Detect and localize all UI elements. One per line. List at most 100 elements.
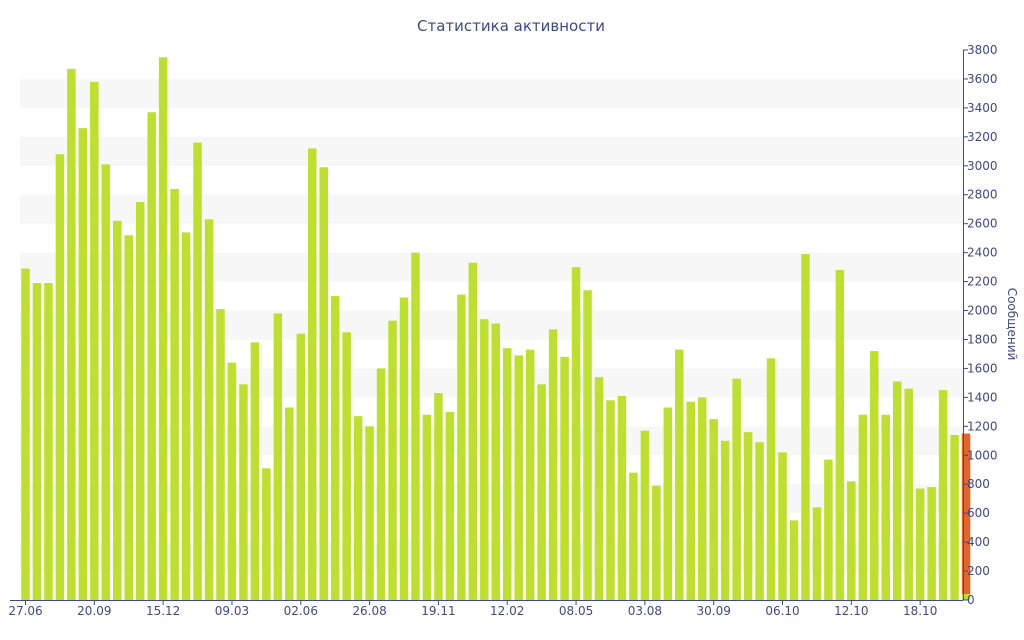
bar xyxy=(938,390,948,600)
bar xyxy=(147,112,156,601)
bar xyxy=(514,355,523,600)
bar xyxy=(686,401,696,600)
y-tick-label: 1800 xyxy=(967,332,998,346)
bar xyxy=(296,333,306,600)
y-tick-label: 3200 xyxy=(967,130,998,144)
y-tick-label: 0 xyxy=(967,593,975,607)
bar xyxy=(502,348,512,600)
bar xyxy=(743,432,753,600)
y-tick-label: 2800 xyxy=(967,188,998,202)
bar xyxy=(170,188,179,600)
bar xyxy=(571,267,581,600)
y-tick-label: 2200 xyxy=(967,275,998,289)
bar xyxy=(445,411,455,600)
bars xyxy=(21,57,971,601)
bar xyxy=(870,351,879,600)
bar xyxy=(422,414,432,600)
bar xyxy=(468,262,478,600)
x-tick-label: 09.03 xyxy=(215,604,249,618)
bar xyxy=(388,320,397,600)
bar xyxy=(204,219,214,600)
x-tick-label: 02.06 xyxy=(284,604,318,618)
bar xyxy=(101,164,111,600)
y-tick-label: 3000 xyxy=(967,159,998,173)
bar xyxy=(583,290,592,600)
bar xyxy=(353,416,363,600)
bar xyxy=(250,342,260,600)
x-tick-label: 08.05 xyxy=(559,604,593,618)
bar xyxy=(675,349,684,600)
bar xyxy=(824,459,833,600)
bar xyxy=(319,167,328,601)
y-tick-label: 1200 xyxy=(967,419,998,433)
bar xyxy=(663,407,673,600)
y-tick-label: 3600 xyxy=(967,72,998,86)
bar xyxy=(365,426,374,600)
x-tick-label: 15.12 xyxy=(146,604,180,618)
bar xyxy=(950,435,959,600)
bar xyxy=(78,128,88,600)
x-tick-label: 26.08 xyxy=(352,604,386,618)
bar xyxy=(67,68,76,600)
x-tick-label: 27.06 xyxy=(8,604,42,618)
bar xyxy=(21,268,30,600)
bar xyxy=(216,309,225,600)
x-tick-label: 12.10 xyxy=(834,604,868,618)
y-tick-label: 1000 xyxy=(967,448,998,462)
bar xyxy=(113,220,122,601)
bar xyxy=(652,485,661,600)
bar xyxy=(881,414,890,600)
bar xyxy=(181,232,191,600)
y-tick-label: 2400 xyxy=(967,246,998,260)
y-tick-label: 2000 xyxy=(967,304,998,318)
bar xyxy=(124,235,133,600)
y-axis-ticks: 0 200 400 600 800 1000 1200 1400 1600 1800 2000 220… xyxy=(963,43,998,607)
bar xyxy=(858,414,868,600)
bar xyxy=(285,407,294,600)
x-tick-label: 03.08 xyxy=(628,604,662,618)
x-tick-label: 06.10 xyxy=(765,604,799,618)
bar xyxy=(273,313,283,600)
bar xyxy=(927,487,936,600)
bar xyxy=(720,440,730,600)
bar xyxy=(617,395,627,600)
bar xyxy=(457,294,466,600)
bar xyxy=(308,148,317,601)
bar xyxy=(262,468,271,600)
bar xyxy=(537,384,546,600)
bar xyxy=(606,400,615,600)
bar xyxy=(709,419,718,600)
bar xyxy=(342,332,351,600)
y-tick-label: 3800 xyxy=(967,43,998,57)
x-axis-ticks: 27.06 20.09 15.12 09.03 02.06 26.08 19.11 12.02… xyxy=(8,600,937,618)
bar xyxy=(434,393,443,600)
bar xyxy=(847,481,856,600)
x-tick-label: 20.09 xyxy=(77,604,111,618)
bar xyxy=(548,329,558,600)
bar xyxy=(915,488,925,600)
bar xyxy=(135,201,145,600)
y-tick-label: 600 xyxy=(967,506,990,520)
bar xyxy=(766,358,776,600)
y-tick-label: 200 xyxy=(967,564,990,578)
bar-current-base xyxy=(961,594,971,600)
y-tick-label: 1600 xyxy=(967,361,998,375)
bar xyxy=(330,296,340,600)
bar xyxy=(525,349,535,600)
bar xyxy=(778,452,787,600)
bar xyxy=(376,368,386,600)
bar xyxy=(560,356,569,600)
bar xyxy=(411,252,420,600)
bar xyxy=(812,507,822,600)
y-tick-label: 800 xyxy=(967,477,990,491)
bar xyxy=(732,378,741,600)
bar xyxy=(789,520,799,600)
bar xyxy=(594,377,604,600)
bar xyxy=(239,384,248,600)
bar xyxy=(801,254,810,600)
bar xyxy=(904,388,913,600)
bar xyxy=(755,442,764,600)
bar xyxy=(90,81,99,601)
bar xyxy=(835,270,845,600)
